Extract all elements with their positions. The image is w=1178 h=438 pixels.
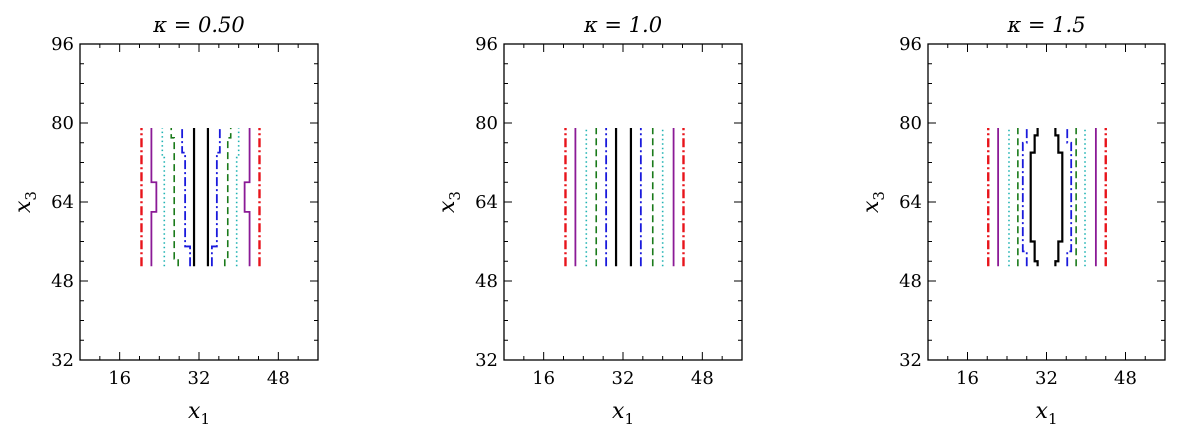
series-line-9 xyxy=(181,127,191,267)
y-tick-label: 48 xyxy=(899,271,922,292)
series-line-10 xyxy=(210,127,221,267)
y-tick-label: 32 xyxy=(475,350,498,371)
series-line-11 xyxy=(1029,127,1039,267)
y-tick-label: 96 xyxy=(51,34,74,55)
series-line-4 xyxy=(243,127,251,267)
y-tick-label: 80 xyxy=(51,113,74,134)
y-tick-label: 32 xyxy=(899,350,922,371)
x-axis-label: x1 xyxy=(188,399,210,428)
x-tick-label: 32 xyxy=(612,368,635,389)
x-tick-label: 16 xyxy=(532,368,555,389)
series-line-8 xyxy=(223,127,232,267)
plot-frame xyxy=(503,43,743,361)
y-tick-label: 48 xyxy=(475,271,498,292)
panel-middle: 16 32 48 32 48 64 80 96 κ = 1.0 x1 x3 xyxy=(435,13,743,428)
plot-frame xyxy=(79,43,319,361)
y-tick-label: 96 xyxy=(899,34,922,55)
y-axis-label: x3 xyxy=(11,191,40,213)
x-tick-label: 48 xyxy=(1114,368,1137,389)
x-tick-label: 32 xyxy=(1035,368,1058,389)
x-tick-label: 48 xyxy=(267,368,290,389)
y-tick-label: 32 xyxy=(51,350,74,371)
series-line-5 xyxy=(161,127,166,267)
x-axis-label: x1 xyxy=(1036,399,1058,428)
series-line-7 xyxy=(170,127,179,267)
y-tick-label: 64 xyxy=(899,192,922,213)
x-tick-label: 16 xyxy=(956,368,979,389)
x-tick-label: 16 xyxy=(108,368,131,389)
plot-frame xyxy=(927,43,1166,361)
y-axis-label: x3 xyxy=(435,191,464,213)
chart-title: κ = 1.0 xyxy=(583,13,662,37)
panel-right: 16 32 48 32 48 64 80 96 κ = 1.5 x1 x3 xyxy=(859,13,1166,428)
panel-left: 16 32 48 32 48 64 80 96 κ = 0.50 x1 x3 xyxy=(11,13,319,428)
y-tick-label: 64 xyxy=(51,192,74,213)
series-line-10 xyxy=(1066,127,1073,267)
x-tick-label: 32 xyxy=(188,368,211,389)
y-tick-label: 80 xyxy=(899,113,922,134)
chart-title: κ = 1.5 xyxy=(1006,13,1085,37)
series-line-9 xyxy=(1021,127,1028,267)
series-line-12 xyxy=(1054,127,1064,267)
y-tick-label: 64 xyxy=(475,192,498,213)
y-tick-label: 96 xyxy=(475,34,498,55)
series-line-3 xyxy=(150,127,158,267)
series-line-6 xyxy=(235,127,240,267)
x-axis-label: x1 xyxy=(612,399,634,428)
y-tick-label: 80 xyxy=(475,113,498,134)
x-tick-label: 48 xyxy=(691,368,714,389)
chart-title: κ = 0.50 xyxy=(152,13,244,37)
y-axis-label: x3 xyxy=(859,191,888,213)
y-tick-label: 48 xyxy=(51,271,74,292)
